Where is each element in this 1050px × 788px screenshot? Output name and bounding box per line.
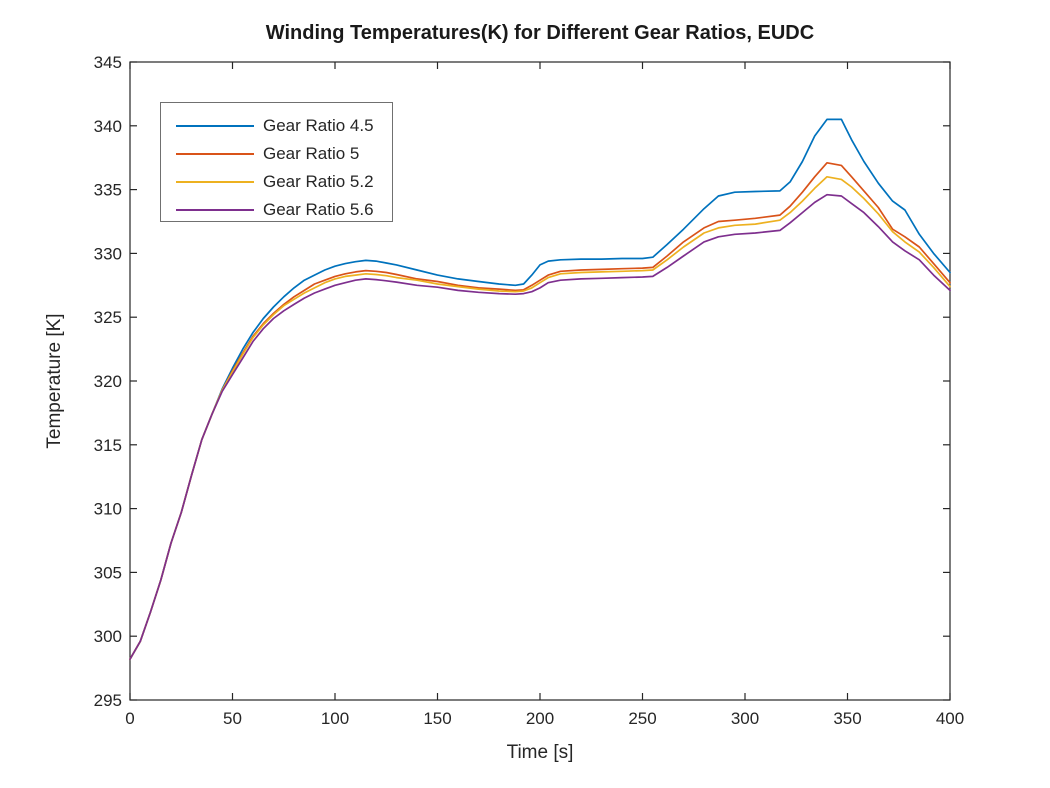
chart-title: Winding Temperatures(K) for Different Ge… xyxy=(265,22,815,44)
y-tick-label: 335 xyxy=(94,181,122,200)
legend-label: Gear Ratio 5.6 xyxy=(263,200,374,219)
y-tick-label: 305 xyxy=(94,563,122,582)
y-tick-label: 315 xyxy=(94,436,122,455)
series-line-gear-ratio-5.2 xyxy=(129,175,951,661)
legend-label: Gear Ratio 4.5 xyxy=(263,116,374,135)
y-tick-label: 330 xyxy=(94,244,122,263)
y-tick-label: 295 xyxy=(94,691,122,710)
legend-line-sample xyxy=(176,181,254,183)
series-line-gear-ratio-4.5 xyxy=(129,118,951,661)
x-tick-label: 100 xyxy=(321,709,349,728)
series-line-gear-ratio-5.6 xyxy=(129,193,951,661)
legend: Gear Ratio 4.5 Gear Ratio 5 Gear Ratio 5.2… xyxy=(160,102,393,222)
legend-item: Gear Ratio 4.5 xyxy=(161,112,392,140)
y-tick-label: 320 xyxy=(94,372,122,391)
legend-item: Gear Ratio 5 xyxy=(161,140,392,168)
legend-line-sample xyxy=(176,153,254,155)
y-tick-label: 300 xyxy=(94,627,122,646)
legend-item: Gear Ratio 5.6 xyxy=(161,196,392,224)
legend-line-sample xyxy=(176,209,254,211)
x-axis-label: Time [s] xyxy=(506,742,574,763)
y-tick-label: 325 xyxy=(94,308,122,327)
x-tick-label: 200 xyxy=(526,709,554,728)
legend-label: Gear Ratio 5 xyxy=(263,144,360,163)
x-tick-label: 350 xyxy=(833,709,861,728)
x-tick-label: 0 xyxy=(125,709,134,728)
y-tick-label: 345 xyxy=(94,53,122,72)
x-tick-label: 400 xyxy=(936,709,964,728)
x-tick-label: 150 xyxy=(423,709,451,728)
legend-line-sample xyxy=(176,125,254,127)
x-tick-label: 250 xyxy=(628,709,656,728)
y-tick-label: 340 xyxy=(94,117,122,136)
x-tick-label: 50 xyxy=(223,709,242,728)
y-tick-label: 310 xyxy=(94,500,122,519)
series-line-gear-ratio-5 xyxy=(129,161,951,661)
x-tick-label: 300 xyxy=(731,709,759,728)
legend-item: Gear Ratio 5.2 xyxy=(161,168,392,196)
legend-label: Gear Ratio 5.2 xyxy=(263,172,374,191)
y-axis-label: Temperature [K] xyxy=(44,313,65,449)
